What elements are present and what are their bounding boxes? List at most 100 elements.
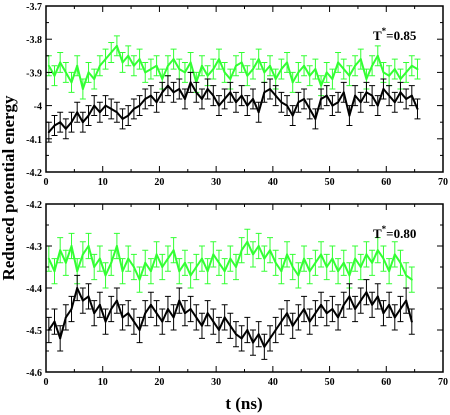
y-tick-label: -4.4 — [26, 284, 42, 295]
data-point — [286, 104, 289, 107]
data-point — [246, 104, 249, 107]
data-point — [98, 64, 101, 67]
data-point — [308, 320, 311, 323]
data-point — [257, 245, 260, 247]
data-point — [121, 61, 124, 64]
data-point — [314, 312, 317, 315]
data-point — [388, 94, 391, 97]
data-point — [399, 308, 402, 310]
data-point — [399, 91, 402, 94]
data-point — [172, 91, 175, 94]
data-point — [172, 249, 175, 252]
data-point — [263, 345, 266, 348]
data-point — [337, 61, 340, 64]
x-tick-label: 50 — [325, 377, 335, 388]
data-point — [70, 121, 73, 124]
x-tick-label: 60 — [381, 177, 391, 188]
y-tick-label: -4.5 — [26, 326, 42, 337]
data-point — [348, 74, 351, 77]
data-point — [240, 337, 243, 340]
data-point — [98, 111, 101, 114]
data-point — [161, 78, 164, 81]
data-point — [359, 299, 362, 302]
data-point — [59, 61, 62, 64]
data-point — [246, 240, 249, 243]
data-point — [172, 316, 175, 319]
x-tick-label: 40 — [268, 377, 278, 388]
data-point — [388, 270, 391, 273]
data-point — [178, 270, 181, 273]
data-point — [212, 68, 215, 71]
data-point — [87, 295, 90, 298]
data-point — [291, 114, 294, 117]
data-point — [206, 74, 209, 77]
data-point — [217, 261, 220, 264]
data-point — [382, 88, 385, 90]
data-point — [172, 58, 175, 61]
data-point — [166, 257, 169, 260]
data-point — [252, 253, 255, 256]
data-point — [263, 257, 266, 260]
data-point — [365, 291, 368, 294]
data-point — [229, 91, 232, 94]
data-point — [70, 308, 73, 310]
data-point — [161, 91, 164, 94]
data-point — [161, 320, 164, 323]
data-point — [212, 94, 215, 97]
data-point — [200, 324, 203, 327]
data-point — [371, 303, 374, 306]
data-point — [359, 101, 362, 104]
data-point — [240, 94, 243, 97]
data-point — [371, 94, 374, 97]
x-tick-label: 10 — [98, 377, 108, 388]
data-point — [115, 245, 118, 247]
x-tick-label: 10 — [98, 177, 108, 188]
data-point — [127, 312, 130, 315]
data-point — [195, 91, 198, 94]
data-point — [274, 329, 277, 331]
data-point — [138, 104, 141, 107]
data-point — [274, 78, 277, 81]
data-point — [206, 270, 209, 273]
data-point — [59, 337, 62, 340]
data-point — [87, 114, 90, 117]
data-point — [76, 64, 79, 67]
data-point — [325, 266, 328, 268]
data-point — [59, 249, 62, 252]
data-point — [70, 245, 73, 247]
y-tick-label: -4.1 — [26, 135, 42, 146]
data-point — [144, 71, 147, 74]
data-point — [348, 274, 351, 277]
data-point — [229, 324, 232, 327]
data-point — [280, 270, 283, 273]
data-point — [291, 324, 294, 327]
top-panel: 0 10 20 30 40 50 60 70 -4.2 -4.1 -4 -3.9 -3.8 -3.7 T*=… — [26, 2, 448, 188]
x-tick-label: 70 — [438, 377, 448, 388]
data-point — [303, 64, 306, 67]
data-point — [183, 261, 186, 264]
data-point — [64, 127, 67, 130]
series-line — [47, 44, 418, 90]
y-tick-label: -3.7 — [26, 2, 42, 13]
y-tick-label: -4.3 — [26, 242, 42, 253]
data-point — [274, 261, 277, 264]
data-point — [183, 312, 186, 315]
data-point — [297, 316, 300, 319]
data-point — [393, 68, 396, 71]
data-point — [286, 61, 289, 64]
data-point — [206, 312, 209, 315]
bottom-panel: 0 10 20 30 40 50 60 70 -4.6 -4.5 -4.4 -4.3 -4.2 T*=0.… — [26, 200, 448, 388]
x-tick-label: 60 — [381, 377, 391, 388]
data-point — [87, 71, 90, 74]
data-point — [308, 107, 311, 110]
data-point — [314, 68, 317, 71]
x-tick-label: 20 — [154, 177, 164, 188]
data-point — [354, 308, 357, 310]
data-point — [371, 261, 374, 264]
data-point — [376, 54, 379, 57]
data-point — [388, 74, 391, 77]
data-point — [263, 91, 266, 94]
data-point — [331, 308, 334, 310]
data-point — [291, 266, 294, 268]
x-tick-label: 40 — [268, 177, 278, 188]
